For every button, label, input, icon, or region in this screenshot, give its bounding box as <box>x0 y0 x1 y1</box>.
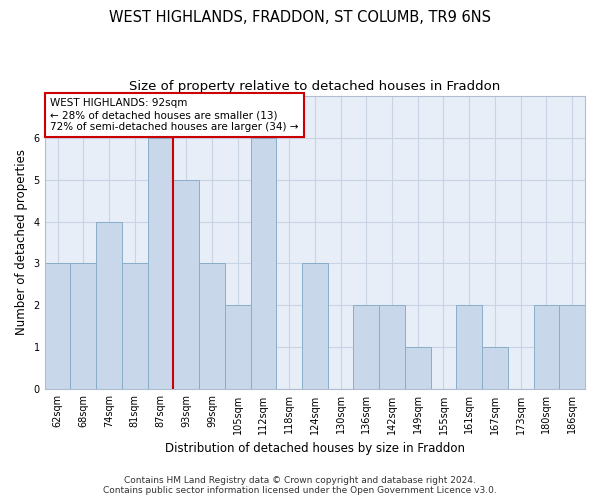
Bar <box>96 222 122 390</box>
Bar <box>405 348 431 390</box>
Bar <box>379 306 405 390</box>
Bar <box>225 306 251 390</box>
Text: WEST HIGHLANDS: 92sqm
← 28% of detached houses are smaller (13)
72% of semi-deta: WEST HIGHLANDS: 92sqm ← 28% of detached … <box>50 98 299 132</box>
Bar <box>70 264 96 390</box>
Text: WEST HIGHLANDS, FRADDON, ST COLUMB, TR9 6NS: WEST HIGHLANDS, FRADDON, ST COLUMB, TR9 … <box>109 10 491 25</box>
Bar <box>302 264 328 390</box>
Bar <box>559 306 585 390</box>
Bar <box>533 306 559 390</box>
Y-axis label: Number of detached properties: Number of detached properties <box>15 150 28 336</box>
X-axis label: Distribution of detached houses by size in Fraddon: Distribution of detached houses by size … <box>165 442 465 455</box>
Bar <box>199 264 225 390</box>
Bar <box>353 306 379 390</box>
Bar <box>44 264 70 390</box>
Bar <box>122 264 148 390</box>
Bar <box>482 348 508 390</box>
Bar <box>251 138 276 390</box>
Text: Contains HM Land Registry data © Crown copyright and database right 2024.
Contai: Contains HM Land Registry data © Crown c… <box>103 476 497 495</box>
Bar <box>457 306 482 390</box>
Bar <box>148 138 173 390</box>
Title: Size of property relative to detached houses in Fraddon: Size of property relative to detached ho… <box>129 80 500 93</box>
Bar <box>173 180 199 390</box>
